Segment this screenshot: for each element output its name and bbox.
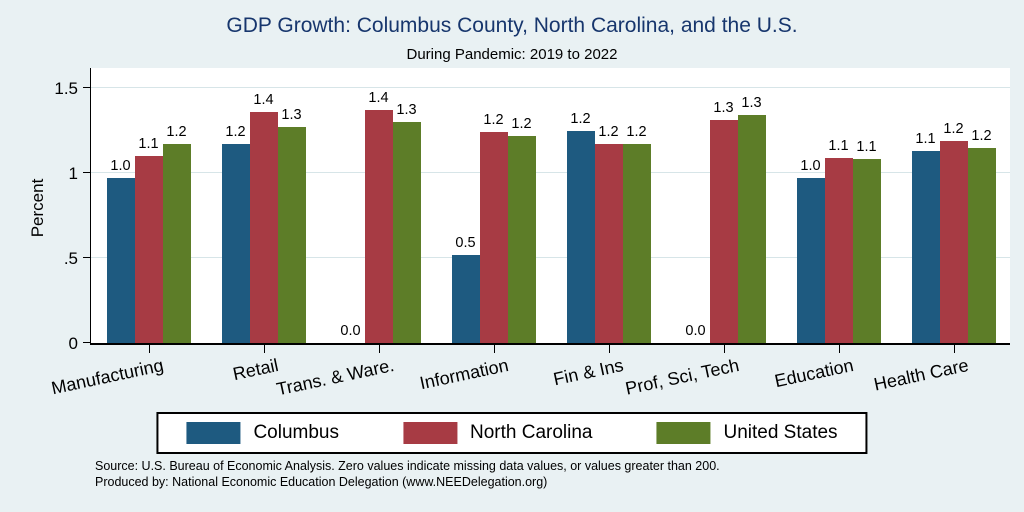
bar-united-states-manufacturing bbox=[162, 144, 191, 343]
x-axis-label: Prof, Sci, Tech bbox=[623, 355, 741, 399]
bar-value-label: 1.3 bbox=[713, 100, 734, 117]
bar-columbus-retail bbox=[221, 144, 250, 343]
bar-value-label: 0.0 bbox=[340, 323, 361, 339]
x-axis-label: Manufacturing bbox=[49, 355, 166, 399]
x-tick-mark bbox=[378, 345, 380, 353]
bar-united-states-trans-ware bbox=[392, 122, 421, 343]
plot-area: 1.0 1.1 1.2 1.2 1.4 1.3 0.0 1.4 1.3 0.5 1.2 1.2 1.2 1… bbox=[83, 68, 1010, 353]
legend-label: North Carolina bbox=[469, 422, 593, 443]
bar-north-carolina-trans-ware bbox=[364, 110, 393, 343]
y-tick-label: 1.5 bbox=[54, 79, 78, 99]
bar-value-label: 1.2 bbox=[483, 112, 504, 129]
bar-columbus-education bbox=[796, 178, 825, 343]
bar-value-label: 1.1 bbox=[828, 137, 849, 154]
bar-value-label: 1.2 bbox=[225, 124, 246, 141]
bar-united-states-health-care bbox=[967, 147, 996, 343]
x-axis-label: Trans. & Ware. bbox=[274, 355, 396, 400]
bar-value-label: 1.3 bbox=[396, 102, 417, 119]
legend-swatch-north-carolina bbox=[402, 422, 457, 444]
bar-value-label: 1.3 bbox=[281, 107, 302, 124]
x-axis-label: Retail bbox=[231, 355, 281, 385]
legend-entry: North Carolina bbox=[402, 422, 593, 444]
bar-columbus-manufacturing bbox=[106, 178, 135, 343]
gridline bbox=[91, 87, 1010, 89]
y-tick-mark bbox=[83, 87, 91, 89]
legend: Columbus North Carolina United States bbox=[156, 412, 868, 454]
bar-value-label: 1.4 bbox=[253, 91, 274, 108]
bar-north-carolina-retail bbox=[249, 111, 278, 343]
y-tick-label: 1 bbox=[68, 164, 78, 184]
legend-entry: United States bbox=[656, 422, 838, 444]
gridline bbox=[91, 172, 1010, 174]
bar-value-label: 1.0 bbox=[110, 158, 131, 175]
bar-columbus-health-care bbox=[911, 150, 940, 343]
legend-label: United States bbox=[723, 422, 838, 443]
bar-north-carolina-fin-ins bbox=[594, 144, 623, 343]
y-tick-mark bbox=[83, 342, 91, 343]
bar-north-carolina-health-care bbox=[939, 140, 968, 343]
bar-value-label: 0.5 bbox=[455, 234, 476, 251]
bar-value-label: 1.0 bbox=[800, 158, 821, 175]
x-tick-mark bbox=[493, 345, 495, 353]
bar-value-label: 1.2 bbox=[511, 115, 532, 132]
bar-value-label: 1.1 bbox=[856, 139, 877, 156]
legend-swatch-united-states bbox=[656, 422, 711, 444]
bar-value-label: 1.1 bbox=[138, 136, 159, 153]
bar-columbus-information bbox=[451, 254, 480, 343]
x-tick-mark bbox=[723, 345, 725, 353]
bar-value-label: 1.4 bbox=[368, 90, 389, 107]
bar-north-carolina-manufacturing bbox=[134, 156, 163, 343]
bar-value-label: 1.3 bbox=[741, 95, 762, 112]
x-tick-mark bbox=[953, 345, 955, 353]
bar-value-label: 1.2 bbox=[971, 127, 992, 144]
bar-united-states-information bbox=[507, 135, 536, 343]
x-tick-mark bbox=[608, 345, 610, 353]
x-tick-mark bbox=[838, 345, 840, 353]
bar-columbus-fin-ins bbox=[566, 130, 595, 343]
x-tick-mark bbox=[148, 345, 150, 353]
y-axis: 0 .5 1 1.5 bbox=[0, 68, 78, 353]
legend-label: Columbus bbox=[253, 422, 339, 443]
bar-value-label: 1.2 bbox=[943, 120, 964, 137]
y-tick-mark bbox=[83, 172, 91, 174]
bar-north-carolina-prof-sci-tech bbox=[709, 120, 738, 343]
x-axis-label: Education bbox=[773, 355, 856, 392]
bar-united-states-education bbox=[852, 159, 881, 343]
x-axis-label: Health Care bbox=[872, 355, 971, 395]
chart-subtitle: During Pandemic: 2019 to 2022 bbox=[406, 46, 618, 63]
bar-value-label: 1.1 bbox=[915, 130, 936, 147]
y-tick-label: 0 bbox=[68, 334, 78, 353]
bar-united-states-retail bbox=[277, 127, 306, 343]
bar-united-states-prof-sci-tech bbox=[737, 115, 766, 343]
source-notes: Source: U.S. Bureau of Economic Analysis… bbox=[95, 458, 720, 491]
bar-united-states-fin-ins bbox=[622, 144, 651, 343]
x-tick-mark bbox=[263, 345, 265, 353]
producer-line: Produced by: National Economic Education… bbox=[95, 475, 548, 490]
chart-title: GDP Growth: Columbus County, North Carol… bbox=[226, 14, 798, 37]
bar-value-label: 1.2 bbox=[166, 124, 187, 141]
x-axis-label: Information bbox=[418, 355, 511, 394]
y-tick-label: .5 bbox=[63, 249, 78, 269]
bar-value-label: 0.0 bbox=[685, 323, 706, 339]
bar-value-label: 1.2 bbox=[626, 124, 647, 141]
gridline bbox=[91, 257, 1010, 259]
bar-value-label: 1.2 bbox=[570, 110, 591, 127]
x-axis-labels: Manufacturing Retail Trans. & Ware. Informa… bbox=[50, 349, 1010, 411]
y-tick-mark bbox=[83, 257, 91, 259]
x-axis-label: Fin & Ins bbox=[552, 355, 626, 390]
bar-north-carolina-education bbox=[824, 157, 853, 343]
bar-value-label: 1.2 bbox=[598, 124, 619, 141]
legend-swatch-columbus bbox=[186, 422, 241, 444]
bar-north-carolina-information bbox=[479, 132, 508, 343]
legend-entry: Columbus bbox=[186, 422, 339, 444]
source-line: Source: U.S. Bureau of Economic Analysis… bbox=[95, 459, 720, 473]
